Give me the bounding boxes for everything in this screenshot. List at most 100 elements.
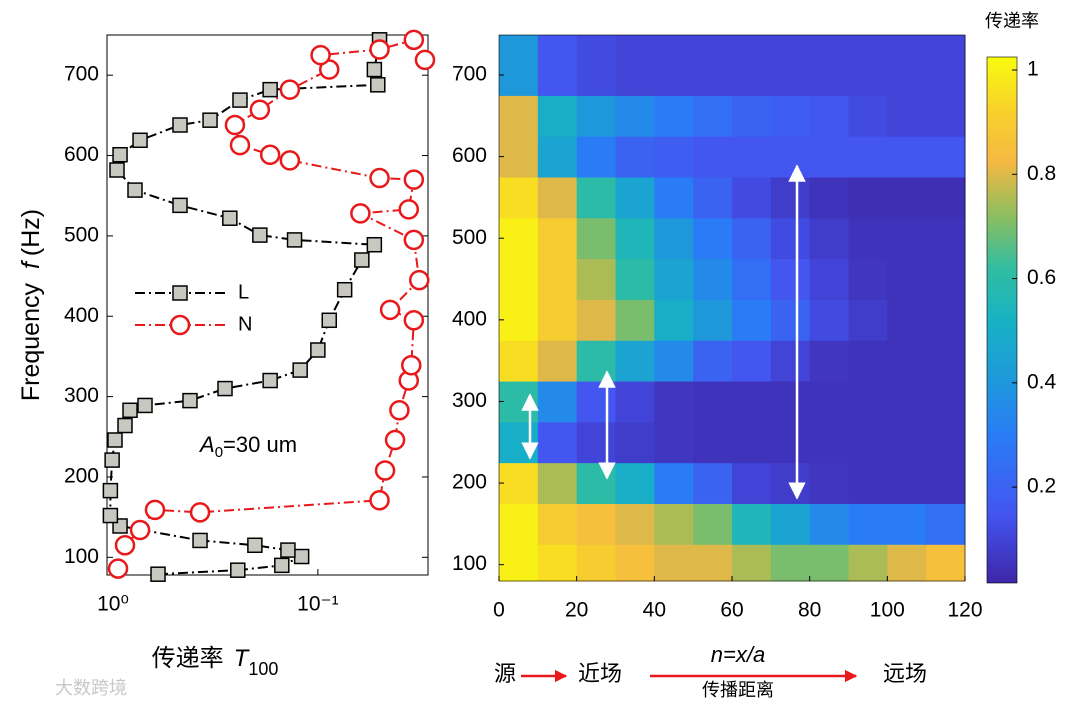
heatmap-cell xyxy=(887,177,927,219)
heatmap-cell xyxy=(654,258,694,300)
point xyxy=(122,402,138,419)
x-tick-label: 60 xyxy=(720,599,743,622)
point xyxy=(230,562,246,578)
x-tick-label: 120 xyxy=(947,599,982,622)
point xyxy=(117,417,133,434)
point xyxy=(310,44,331,66)
heatmap-cell xyxy=(654,217,694,260)
heatmap-cell xyxy=(809,258,849,300)
annotation-part: 0 xyxy=(215,444,223,461)
heatmap-cell xyxy=(499,299,539,341)
heatmap-cell xyxy=(809,217,849,260)
point xyxy=(109,162,125,178)
y-label-part: (Hz) xyxy=(17,209,45,256)
x-label-part: T xyxy=(234,645,251,672)
y-tick-label: 300 xyxy=(64,384,99,407)
heatmap-cell xyxy=(770,35,811,96)
annotation: 近场 xyxy=(578,661,622,686)
colorbar-tick-label: 0.8 xyxy=(1027,162,1056,185)
heatmap-cell xyxy=(770,503,811,545)
y-label-part: Frequency xyxy=(17,283,45,402)
point xyxy=(252,227,268,243)
heatmap-cell xyxy=(926,462,966,504)
point xyxy=(369,39,390,60)
heatmap-cell xyxy=(809,35,849,96)
colorbar-tick-label: 0.4 xyxy=(1027,370,1057,393)
point xyxy=(112,146,128,163)
heatmap-cell xyxy=(926,299,966,341)
point xyxy=(403,310,425,331)
heatmap-cell xyxy=(693,35,733,96)
annotation: A0=30 um xyxy=(198,432,297,461)
point xyxy=(224,114,246,136)
heatmap-cell xyxy=(809,299,849,341)
x-axis-label: 传递率 T100 xyxy=(152,645,279,678)
heatmap-cell xyxy=(848,340,888,382)
heatmap-cell xyxy=(770,462,811,504)
heatmap-cell xyxy=(693,217,733,260)
y-tick-label: 400 xyxy=(452,307,487,330)
heatmap-cell xyxy=(576,421,616,464)
point xyxy=(222,210,238,226)
y-tick-label: 700 xyxy=(452,63,487,86)
legend-marker xyxy=(172,285,188,301)
point xyxy=(369,490,390,511)
heatmap-cell xyxy=(887,136,927,178)
heatmap-cell xyxy=(693,95,733,137)
heatmap-cell xyxy=(576,217,616,260)
point xyxy=(379,299,401,321)
heatmap-cell xyxy=(654,421,694,464)
y-tick-label: 500 xyxy=(64,223,99,246)
heatmap-cell xyxy=(732,340,772,382)
heatmap-cell xyxy=(693,462,733,504)
heatmap-cell xyxy=(770,421,811,464)
point xyxy=(217,380,233,397)
point xyxy=(259,144,281,165)
point xyxy=(280,542,296,558)
heatmap-cell xyxy=(576,95,616,137)
heatmap-cell xyxy=(499,217,539,260)
heatmap-cell xyxy=(537,136,578,178)
point xyxy=(336,281,353,298)
heatmap-cell xyxy=(499,177,539,219)
heatmap-cell xyxy=(693,503,733,545)
point xyxy=(150,566,166,582)
point xyxy=(292,362,308,378)
heatmap-cell xyxy=(809,381,849,423)
heatmap-cell xyxy=(499,35,539,96)
y-tick-label: 200 xyxy=(452,471,487,494)
watermark: 大数跨境 xyxy=(55,678,127,698)
point xyxy=(369,167,390,189)
point xyxy=(350,203,371,224)
heatmap-cell xyxy=(615,299,655,341)
heatmap-cell xyxy=(654,35,694,96)
heatmap-cell xyxy=(615,421,655,464)
point xyxy=(232,92,248,108)
heatmap-cell xyxy=(770,95,811,137)
heatmap-cell xyxy=(848,35,888,96)
y-tick-label: 100 xyxy=(452,552,487,575)
heatmap-cell xyxy=(693,258,733,300)
point xyxy=(370,77,386,93)
heatmap-cell xyxy=(654,136,694,178)
heatmap-cell xyxy=(499,421,539,464)
point xyxy=(398,199,420,220)
y-tick-label: 600 xyxy=(452,144,487,167)
x-label-part: 传递率 xyxy=(152,645,224,672)
point xyxy=(366,61,383,78)
heatmap-cell xyxy=(732,177,772,219)
heatmap-cell xyxy=(887,340,927,382)
point xyxy=(102,507,119,524)
heatmap-cell xyxy=(576,381,616,423)
heatmap-cell xyxy=(654,503,694,545)
heatmap-cell xyxy=(770,177,811,219)
heatmap-cell xyxy=(770,217,811,260)
series-line xyxy=(109,39,381,576)
annotation: 远场 xyxy=(883,661,927,686)
heatmap-cell xyxy=(848,299,888,341)
y-tick-label: 700 xyxy=(64,63,99,86)
heatmap-cell xyxy=(887,217,927,260)
heatmap-cell xyxy=(537,544,578,582)
heatmap-cell xyxy=(615,544,655,582)
